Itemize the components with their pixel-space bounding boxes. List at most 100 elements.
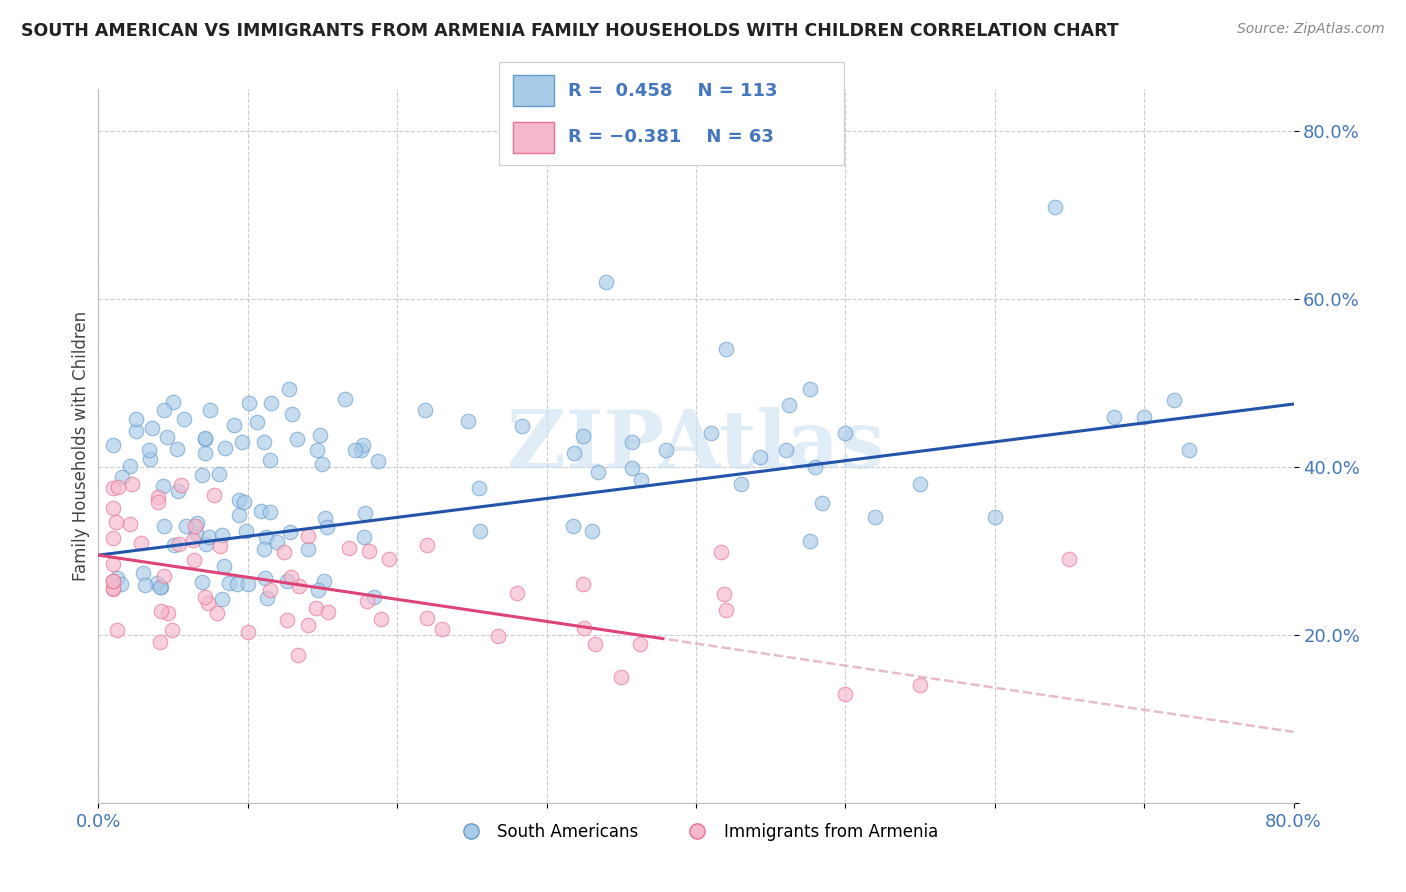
Point <box>562 518 585 533</box>
Point <box>353 530 375 544</box>
Point <box>314 511 336 525</box>
Point <box>228 508 250 522</box>
Point <box>307 582 329 597</box>
Point <box>236 577 259 591</box>
Point <box>214 441 236 455</box>
Point <box>1133 409 1156 424</box>
Point <box>198 403 221 417</box>
Point <box>153 402 176 417</box>
Point <box>908 678 931 692</box>
Point <box>138 442 160 457</box>
Point <box>281 407 304 421</box>
Point <box>1059 552 1081 566</box>
Point <box>233 494 256 508</box>
Point <box>305 601 328 615</box>
Point <box>150 580 173 594</box>
Point <box>748 450 770 465</box>
Point <box>104 515 127 529</box>
Point <box>194 431 217 445</box>
Point <box>146 576 169 591</box>
Point <box>266 535 288 549</box>
Point <box>103 438 125 452</box>
Point <box>253 542 276 557</box>
Point <box>197 530 219 544</box>
Point <box>865 510 887 524</box>
Point <box>111 469 134 483</box>
Point <box>297 529 319 543</box>
Point <box>308 427 330 442</box>
Point <box>202 488 225 502</box>
Point <box>630 473 652 487</box>
Point <box>311 457 333 471</box>
Point <box>238 395 260 409</box>
Point <box>139 452 162 467</box>
Point <box>510 418 533 433</box>
Point <box>235 524 257 538</box>
Point <box>273 545 295 559</box>
Point <box>191 467 214 482</box>
Point <box>714 343 737 357</box>
Point <box>173 412 195 426</box>
Point <box>586 465 609 479</box>
Point <box>572 621 595 635</box>
Point <box>352 438 374 452</box>
Point <box>166 442 188 457</box>
Y-axis label: Family Households with Children: Family Households with Children <box>72 311 90 581</box>
Point <box>278 525 301 540</box>
Point <box>1163 392 1185 407</box>
Point <box>984 510 1007 524</box>
Point <box>700 426 723 441</box>
Point <box>211 528 233 542</box>
Point <box>214 558 236 573</box>
Point <box>486 629 509 643</box>
Point <box>799 534 821 549</box>
Point <box>184 519 207 533</box>
Point <box>250 504 273 518</box>
Point <box>253 435 276 450</box>
Point <box>103 481 125 495</box>
Bar <box>513 75 554 105</box>
Point <box>105 571 128 585</box>
Point <box>103 574 125 589</box>
Point <box>134 578 156 592</box>
Point <box>367 454 389 468</box>
Point <box>778 398 800 412</box>
Point <box>713 587 735 601</box>
Point <box>184 525 207 540</box>
Point <box>467 481 489 495</box>
Point <box>238 624 260 639</box>
Point <box>156 430 179 444</box>
Point <box>194 537 217 551</box>
Point <box>353 507 375 521</box>
Point <box>149 580 172 594</box>
Point <box>297 541 319 556</box>
Point <box>107 480 129 494</box>
Point <box>834 687 856 701</box>
Point <box>343 443 366 458</box>
Point <box>157 606 180 620</box>
Point <box>125 412 148 426</box>
Point <box>357 543 380 558</box>
Point <box>363 590 385 604</box>
Point <box>799 383 821 397</box>
Point <box>103 582 125 596</box>
Point <box>228 492 250 507</box>
Point <box>103 557 125 571</box>
Point <box>132 566 155 580</box>
Text: R = −0.381    N = 63: R = −0.381 N = 63 <box>568 128 773 145</box>
Point <box>194 590 217 604</box>
Point <box>276 574 298 588</box>
Bar <box>513 122 554 153</box>
Point <box>149 635 172 649</box>
Point <box>1104 409 1126 424</box>
Point <box>107 624 129 638</box>
Point <box>191 575 214 590</box>
Point <box>110 577 132 591</box>
Point <box>287 433 309 447</box>
Point <box>287 648 309 663</box>
Point <box>208 467 231 481</box>
Point <box>288 579 311 593</box>
Point <box>457 414 479 428</box>
Legend: South Americans, Immigrants from Armenia: South Americans, Immigrants from Armenia <box>447 817 945 848</box>
Point <box>775 443 797 458</box>
